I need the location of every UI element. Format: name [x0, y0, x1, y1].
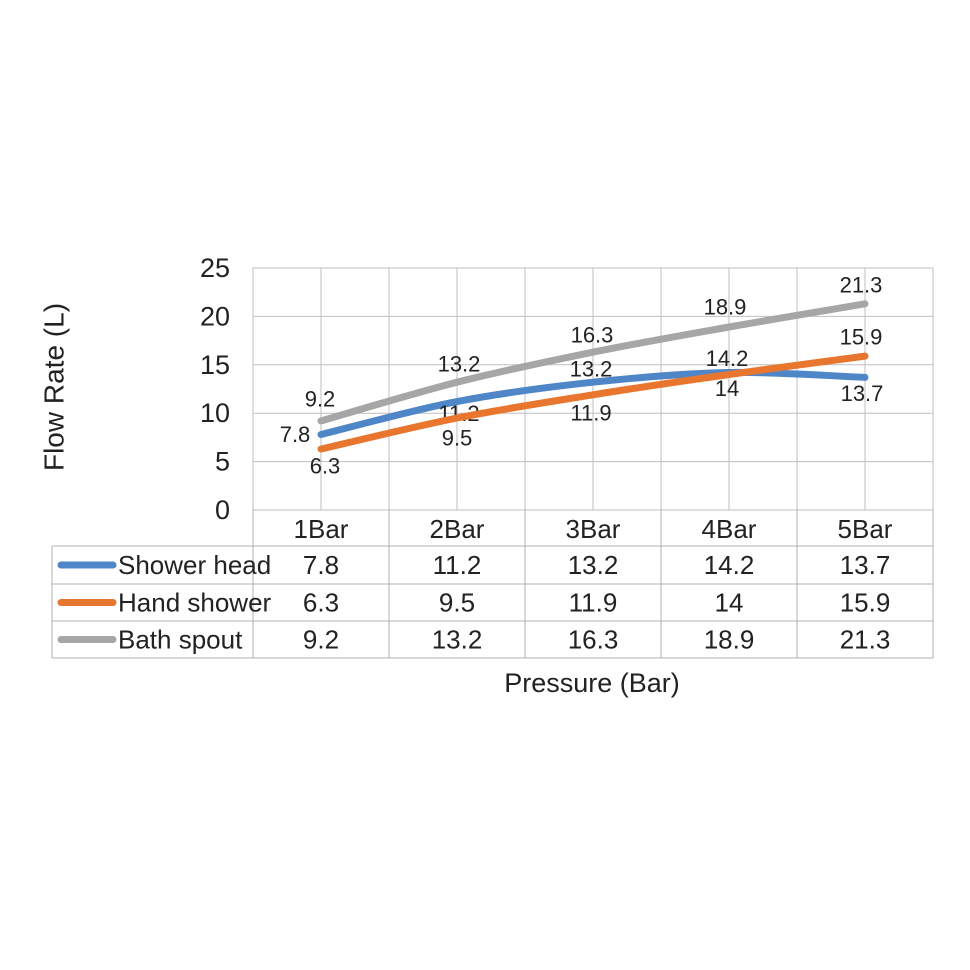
- series-line-shower-head: [317, 368, 869, 438]
- data-label-hand-shower: 14: [715, 376, 739, 401]
- table-cell: 9.2: [303, 625, 339, 655]
- x-axis-title: Pressure (Bar): [504, 668, 680, 698]
- data-label-bath-spout: 21.3: [840, 272, 883, 297]
- legend-label-hand-shower: Hand shower: [118, 588, 272, 618]
- data-label-shower-head: 14.2: [706, 346, 749, 371]
- series-line-hand-shower: [317, 352, 869, 453]
- data-label-bath-spout: 16.3: [571, 323, 614, 348]
- series-line-bath-spout: [317, 300, 869, 425]
- category-label: 4Bar: [702, 514, 757, 544]
- data-label-shower-head: 7.8: [280, 422, 311, 447]
- y-tick-label: 15: [200, 350, 230, 380]
- data-label-hand-shower: 9.5: [442, 426, 473, 451]
- table-cell: 7.8: [303, 550, 339, 580]
- table-cell: 9.5: [439, 588, 475, 618]
- y-tick-label: 5: [215, 447, 230, 477]
- table-cell: 13.2: [568, 550, 619, 580]
- table-cell: 15.9: [840, 588, 891, 618]
- data-label-hand-shower: 11.9: [570, 400, 611, 425]
- table-cell: 11.2: [433, 550, 482, 580]
- chart-generated-content: 25 20 15 10 5 0 1Bar 2Bar 3Bar 4Bar 5Bar Shower hea…: [51, 253, 934, 659]
- legend-label-shower-head: Shower head: [118, 550, 271, 580]
- y-tick-label: 0: [215, 495, 230, 525]
- data-label-shower-head: 13.2: [570, 357, 613, 382]
- data-label-shower-head: 13.7: [841, 381, 884, 406]
- table-cell: 14.2: [704, 550, 755, 580]
- data-label-bath-spout: 13.2: [438, 352, 481, 377]
- data-label-hand-shower: 15.9: [840, 325, 883, 350]
- table-cell: 18.9: [704, 625, 755, 655]
- category-label: 2Bar: [430, 514, 485, 544]
- table-cell: 16.3: [568, 625, 619, 655]
- category-label: 1Bar: [294, 514, 349, 544]
- y-tick-label: 20: [200, 301, 230, 331]
- table-cell: 11.9: [569, 588, 618, 618]
- y-tick-label: 25: [200, 253, 230, 283]
- table-cell: 13.7: [840, 550, 891, 580]
- data-label-hand-shower: 6.3: [310, 454, 341, 479]
- table-cell: 21.3: [840, 625, 891, 655]
- table-cell: 6.3: [303, 588, 339, 618]
- table-cell: 14: [715, 588, 744, 618]
- legend-label-bath-spout: Bath spout: [118, 625, 243, 655]
- category-label: 3Bar: [566, 514, 621, 544]
- data-label-bath-spout: 9.2: [305, 386, 336, 411]
- data-label-bath-spout: 18.9: [704, 295, 747, 320]
- table-cell: 13.2: [432, 625, 483, 655]
- y-tick-label: 10: [200, 398, 230, 428]
- category-label: 5Bar: [838, 514, 893, 544]
- y-axis-title: Flow Rate (L): [39, 303, 70, 471]
